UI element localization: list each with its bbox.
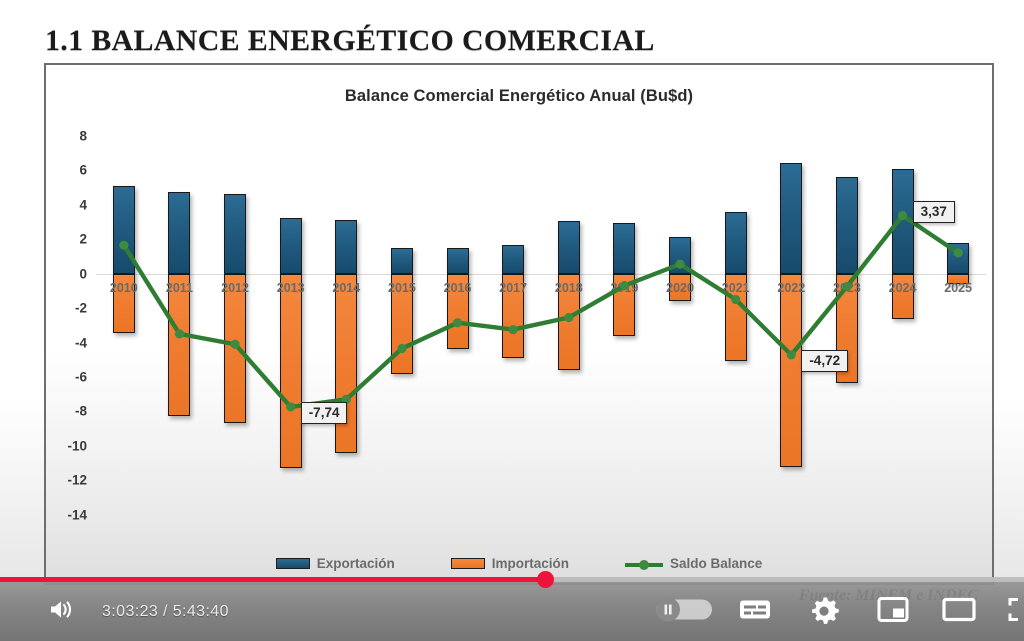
x-tick-label: 2014 bbox=[332, 280, 361, 295]
autoplay-toggle[interactable] bbox=[655, 596, 713, 627]
chart-category-2025: 2025 bbox=[930, 122, 986, 532]
export-bar bbox=[724, 212, 747, 274]
chart-category-2018: 2018 bbox=[541, 122, 597, 532]
import-bar bbox=[279, 273, 302, 469]
y-tick-label: -10 bbox=[67, 438, 87, 454]
x-tick-label: 2015 bbox=[388, 280, 416, 295]
legend-item: Exportación bbox=[275, 556, 395, 571]
export-bar bbox=[168, 191, 191, 274]
y-tick-label: 2 bbox=[79, 231, 87, 247]
data-label: -4,72 bbox=[801, 349, 849, 372]
x-tick-label: 2022 bbox=[777, 280, 806, 295]
y-tick-label: -4 bbox=[74, 335, 87, 350]
chart-category-2019: 2019 bbox=[597, 122, 653, 532]
chart-legend: Exportación Importación Saldo Balance bbox=[46, 556, 992, 571]
chart-category-2022: 2022 bbox=[764, 122, 820, 532]
y-tick-label: -12 bbox=[67, 472, 87, 488]
export-bar bbox=[502, 245, 525, 274]
import-bar bbox=[335, 273, 358, 453]
x-tick-label: 2019 bbox=[610, 280, 639, 295]
chart-title: Balance Comercial Energético Anual (Bu$d… bbox=[344, 87, 694, 105]
y-tick-label: 0 bbox=[79, 266, 87, 282]
legend-swatch bbox=[450, 558, 485, 569]
export-bar bbox=[446, 247, 469, 274]
export-bar bbox=[390, 247, 413, 274]
export-bar bbox=[835, 177, 858, 274]
x-tick-label: 2025 bbox=[944, 280, 973, 295]
y-tick-label: 8 bbox=[79, 128, 87, 144]
legend-item: Importación bbox=[450, 556, 569, 571]
import-bar bbox=[168, 273, 191, 416]
y-tick-label: -6 bbox=[74, 369, 87, 385]
youtube-player-controls: 3:03:23 / 5:43:40 bbox=[0, 571, 1024, 641]
chart-category-2013: 2013 bbox=[263, 122, 319, 532]
chart-category-2014: 2014 bbox=[319, 122, 375, 532]
x-tick-label: 2013 bbox=[276, 280, 305, 295]
chart-category-2024: 2024 bbox=[875, 122, 931, 532]
legend-label: Importación bbox=[491, 556, 569, 571]
chart-category-2020: 2020 bbox=[652, 122, 708, 532]
chart-plot-area: 8 6 4 2 0 -2 -4 -6 -8 -10 -12 -14 2010 2011 2012 2013 2… bbox=[67, 122, 986, 532]
chart-category-2017: 2017 bbox=[485, 122, 541, 532]
x-tick-label: 2020 bbox=[666, 280, 694, 295]
x-tick-label: 2018 bbox=[554, 280, 583, 295]
settings-gear-icon[interactable] bbox=[808, 593, 840, 630]
legend-label: Exportación bbox=[316, 556, 395, 571]
subtitles-icon[interactable] bbox=[739, 597, 771, 626]
chart-category-2011: 2011 bbox=[152, 122, 208, 532]
chart-category-2016: 2016 bbox=[430, 122, 486, 532]
export-bar bbox=[557, 221, 580, 274]
time-display: 3:03:23 / 5:43:40 bbox=[102, 602, 229, 620]
data-label: 3,37 bbox=[912, 200, 955, 223]
chart-frame: Balance Comercial Energético Anual (Bu$d… bbox=[44, 63, 994, 604]
x-tick-label: 2021 bbox=[721, 280, 750, 295]
progress-bar-fill bbox=[0, 577, 545, 582]
y-tick-label: -8 bbox=[74, 403, 87, 419]
import-bar bbox=[780, 273, 803, 468]
slide-title: 1.1 BALANCE ENERGÉTICO COMERCIAL bbox=[45, 24, 655, 57]
progress-bar-track[interactable] bbox=[0, 571, 1024, 588]
export-bar bbox=[335, 220, 358, 274]
chart-category-2010: 2010 bbox=[96, 122, 152, 532]
theater-mode-icon[interactable] bbox=[942, 596, 976, 627]
data-label: -7,74 bbox=[300, 401, 348, 424]
y-tick-label: -2 bbox=[74, 300, 87, 316]
legend-item: Saldo Balance bbox=[624, 556, 763, 571]
legend-swatch bbox=[275, 558, 310, 569]
x-tick-label: 2024 bbox=[888, 280, 917, 295]
export-bar bbox=[613, 222, 636, 274]
x-tick-label: 2023 bbox=[833, 280, 861, 295]
export-bar bbox=[279, 217, 302, 274]
y-tick-label: 4 bbox=[79, 197, 87, 213]
export-bar bbox=[947, 242, 970, 274]
x-tick-label: 2011 bbox=[165, 280, 193, 295]
export-bar bbox=[112, 185, 135, 274]
fullscreen-icon[interactable] bbox=[1008, 596, 1024, 627]
export-bar bbox=[891, 169, 914, 274]
chart-category-2015: 2015 bbox=[374, 122, 430, 532]
chart-category-2023: 2023 bbox=[819, 122, 875, 532]
y-tick-label: 6 bbox=[79, 162, 87, 178]
chart-category-2021: 2021 bbox=[708, 122, 764, 532]
volume-icon[interactable] bbox=[48, 597, 76, 626]
x-tick-label: 2010 bbox=[109, 280, 138, 295]
export-bar bbox=[669, 236, 692, 274]
import-bar bbox=[224, 273, 247, 424]
export-bar bbox=[780, 163, 803, 274]
x-tick-label: 2017 bbox=[499, 280, 528, 295]
x-tick-label: 2012 bbox=[221, 280, 249, 295]
y-tick-label: -14 bbox=[67, 507, 87, 523]
chart-category-2012: 2012 bbox=[207, 122, 263, 532]
legend-line-marker bbox=[624, 557, 663, 571]
export-bar bbox=[224, 194, 247, 274]
progress-bar-scrubber[interactable] bbox=[536, 571, 554, 588]
miniplayer-icon[interactable] bbox=[877, 596, 909, 627]
x-tick-label: 2016 bbox=[443, 280, 472, 295]
legend-label: Saldo Balance bbox=[669, 556, 763, 571]
